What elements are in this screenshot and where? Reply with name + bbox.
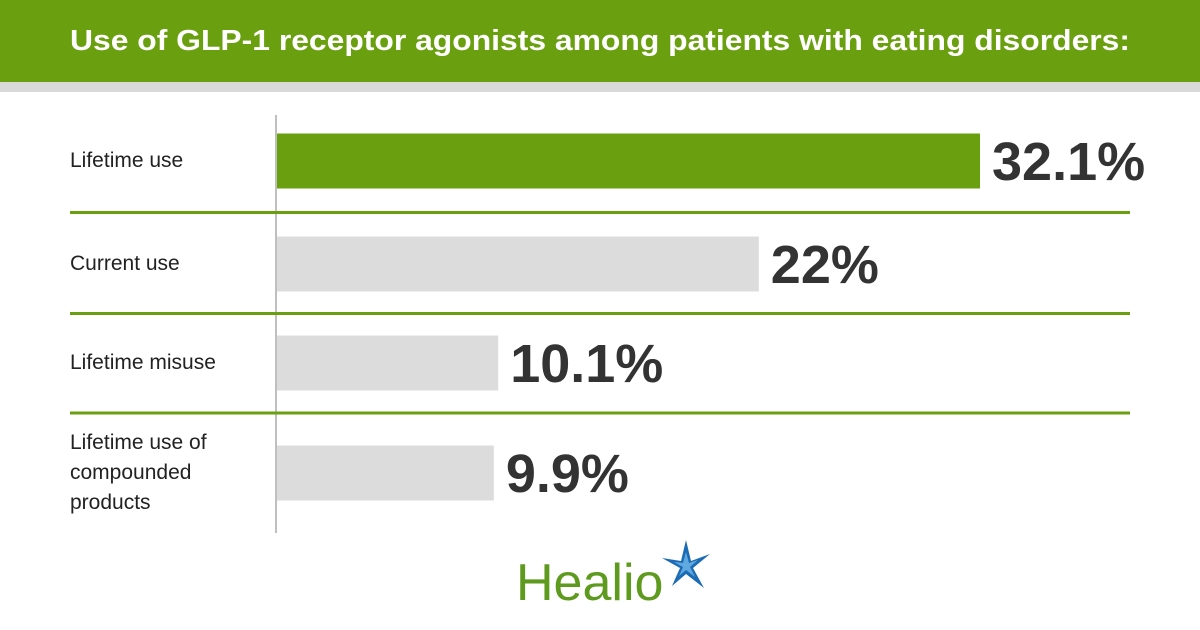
category-label: Lifetime use	[70, 149, 184, 172]
bar	[277, 445, 494, 501]
value-label: 22%	[771, 235, 879, 295]
category-label: Lifetime use of compounded products	[70, 431, 207, 514]
value-label: 32.1%	[992, 132, 1145, 192]
logo: Healio	[516, 540, 710, 612]
logo-text: Healio	[516, 554, 663, 612]
value-label: 9.9%	[506, 444, 629, 504]
header-band	[0, 0, 1200, 82]
category-label: Current use	[70, 252, 180, 275]
bar	[277, 133, 980, 189]
bar	[277, 335, 499, 391]
chart-title: Use of GLP-1 receptor agonists among pat…	[70, 25, 1130, 57]
header-strip	[0, 82, 1200, 92]
value-label: 10.1%	[510, 334, 663, 394]
category-label: Lifetime misuse	[70, 351, 216, 374]
bar	[277, 236, 759, 292]
logo-star	[662, 540, 710, 588]
